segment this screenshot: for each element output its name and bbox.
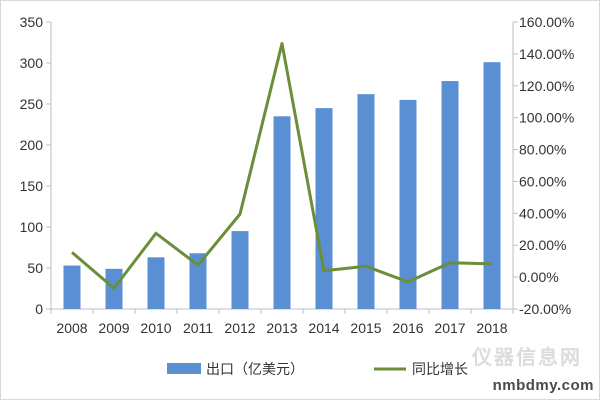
y-right-tick-label: -20.00% [519,301,571,317]
y-left-tick-label: 250 [20,96,44,112]
x-tick-label: 2010 [140,320,171,336]
y-right-tick-label: 60.00% [519,173,566,189]
y-right-tick-label: 120.00% [519,78,574,94]
legend-label-exports: 出口（亿美元） [206,362,304,378]
bar-exports-2015 [357,94,375,309]
x-tick-label: 2012 [224,320,255,336]
legend-label-growth: 同比增长 [412,362,468,378]
legend-swatch-exports [167,363,201,374]
y-left-tick-label: 100 [20,219,44,235]
bar-exports-2012 [231,231,249,309]
y-right-tick-label: 0.00% [519,269,559,285]
x-tick-label: 2011 [183,320,213,336]
x-tick-label: 2014 [308,320,339,336]
y-right-tick-label: 20.00% [519,237,566,253]
y-right-tick-label: 160.00% [519,14,574,30]
y-left-tick-label: 350 [20,14,44,30]
y-right-tick-label: 140.00% [519,46,574,62]
bar-exports-2010 [147,257,165,309]
bars-layer [63,62,501,310]
x-tick-label: 2013 [266,320,297,336]
y-right-tick-label: 80.00% [519,142,566,158]
y-left-tick-label: 200 [20,137,44,153]
x-tick-label: 2009 [98,320,129,336]
line-layer [71,42,493,290]
bar-exports-2017 [441,81,459,309]
y-left-tick-label: 300 [20,55,44,71]
x-tick-label: 2017 [434,320,465,336]
ticks-layer: 0 50 100 150 200 250 300 350 -20.00% 0.00% 20.00% 4… [20,14,575,336]
x-tick-label: 2016 [392,320,423,336]
bar-exports-2014 [315,108,333,309]
watermark-text: nmbdmy.com [492,377,594,394]
watermark-ghost-text: 仪器信息网 [472,345,582,369]
legend: 出口（亿美元） 同比增长 [167,362,468,378]
y-right-tick-label: 100.00% [519,110,574,126]
bar-exports-2013 [273,116,291,309]
x-tick-label: 2015 [350,320,381,336]
y-left-tick-label: 0 [35,301,43,317]
x-tick-label: 2008 [56,320,87,336]
y-left-tick-label: 50 [27,260,43,276]
y-right-tick-label: 40.00% [519,205,566,221]
bar-exports-2018 [483,62,501,310]
bar-exports-2016 [399,99,417,310]
x-tick-label: 2018 [476,320,507,336]
y-left-tick-label: 150 [20,178,44,194]
bar-exports-2011 [189,253,207,309]
bar-exports-2008 [63,265,81,309]
